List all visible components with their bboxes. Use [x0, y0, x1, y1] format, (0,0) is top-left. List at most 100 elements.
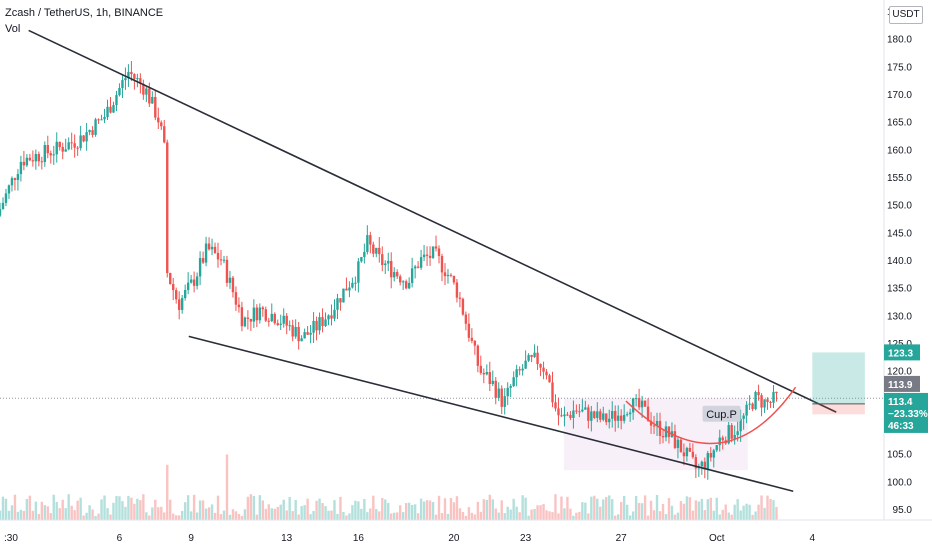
volume-bar [213, 512, 217, 520]
candle-body [596, 411, 599, 418]
volume-bar [404, 503, 408, 520]
candle-body [315, 320, 318, 331]
candle-body [631, 398, 635, 413]
volume-bar [655, 494, 659, 520]
candle-body [4, 193, 8, 203]
x-tick-label: 23 [520, 533, 532, 544]
candle-body [163, 126, 166, 143]
candle-body [685, 447, 689, 457]
candle-body [306, 332, 309, 335]
volume-bar [488, 494, 491, 520]
volume-bar [79, 497, 82, 520]
candle-body [70, 142, 73, 144]
candle-body [437, 248, 441, 257]
candle-body [578, 411, 581, 413]
candle-body [464, 314, 468, 324]
volume-bar [736, 499, 739, 520]
candle-body [506, 387, 509, 397]
candle-body [339, 298, 342, 303]
candle-body [73, 143, 76, 148]
volume-bar [428, 500, 432, 520]
x-tick-label: Oct [709, 533, 725, 544]
volume-bar [745, 503, 748, 520]
volume-bar [94, 515, 97, 520]
volume-bars [0, 454, 778, 520]
y-tick-label: 100.0 [887, 477, 912, 488]
candle-body [345, 288, 348, 291]
candle-body [655, 420, 659, 426]
candle-body [590, 411, 593, 421]
volume-bar [602, 499, 605, 520]
volume-bar [133, 503, 136, 520]
trendline-lower [188, 335, 794, 493]
volume-bar [578, 511, 581, 520]
volume-bar [443, 498, 447, 520]
candle-body [602, 413, 605, 420]
volume-bar [751, 514, 754, 520]
currency-badge[interactable]: USDT [889, 6, 923, 24]
volume-bar [228, 514, 232, 520]
candle-body [312, 320, 315, 333]
volume-bar [139, 500, 142, 520]
candle-body [646, 406, 650, 421]
y-tick-label: 165.0 [887, 118, 912, 129]
candle-body [264, 309, 267, 321]
candle-body [1, 202, 5, 209]
volume-bar [709, 497, 712, 520]
candle-body [109, 106, 112, 113]
candle-body [401, 281, 405, 283]
volume-bar [473, 514, 477, 520]
candle-body [407, 282, 411, 289]
volume-bar [270, 508, 273, 520]
volume-bar [31, 510, 35, 520]
volume-bar [682, 503, 686, 520]
volume-bar [694, 500, 698, 520]
candle-body [622, 414, 626, 421]
volume-bar [530, 509, 533, 520]
volume-bar [563, 508, 566, 520]
candle-body [130, 71, 133, 75]
candle-body [142, 83, 145, 95]
candle-body [390, 260, 393, 278]
candle-body [330, 315, 333, 319]
volume-bar [557, 513, 560, 520]
volume-bar [772, 500, 775, 520]
volume-bar [581, 502, 584, 520]
volume-bar [560, 496, 563, 520]
candle-body [404, 281, 408, 289]
candle-body [754, 392, 757, 410]
candle-body [634, 398, 638, 400]
volume-bar [330, 510, 333, 520]
candle-body [682, 452, 686, 457]
candle-body [614, 410, 617, 421]
candle-body [46, 144, 49, 154]
volume-bar [440, 513, 444, 520]
volume-bar [685, 496, 689, 520]
y-tick-label: 120.0 [887, 367, 912, 378]
candle-body [769, 402, 772, 404]
cup-pattern[interactable]: Cup.P [625, 386, 797, 445]
volume-bar [748, 504, 751, 520]
position-tool[interactable] [812, 352, 865, 415]
candle-body [673, 431, 677, 448]
volume-bar [58, 508, 61, 520]
volume-bar [0, 510, 2, 520]
volume-bar [425, 500, 429, 520]
candle-body [124, 78, 127, 81]
candle-body [160, 122, 163, 127]
cup-label: Cup.P [706, 409, 737, 421]
volume-bar [360, 508, 363, 520]
volume-bar [261, 500, 265, 520]
candle-body [216, 252, 220, 260]
last-price-value: 113.4 [888, 397, 913, 408]
volume-bar [524, 497, 527, 520]
volume-bar [754, 511, 757, 520]
trendlines[interactable] [28, 29, 837, 493]
candle-body [270, 313, 273, 322]
candle-body [440, 256, 444, 273]
x-tick-label: 6 [117, 533, 123, 544]
candle-body [551, 382, 554, 403]
candle-body [148, 88, 151, 104]
volume-bar [136, 498, 139, 520]
